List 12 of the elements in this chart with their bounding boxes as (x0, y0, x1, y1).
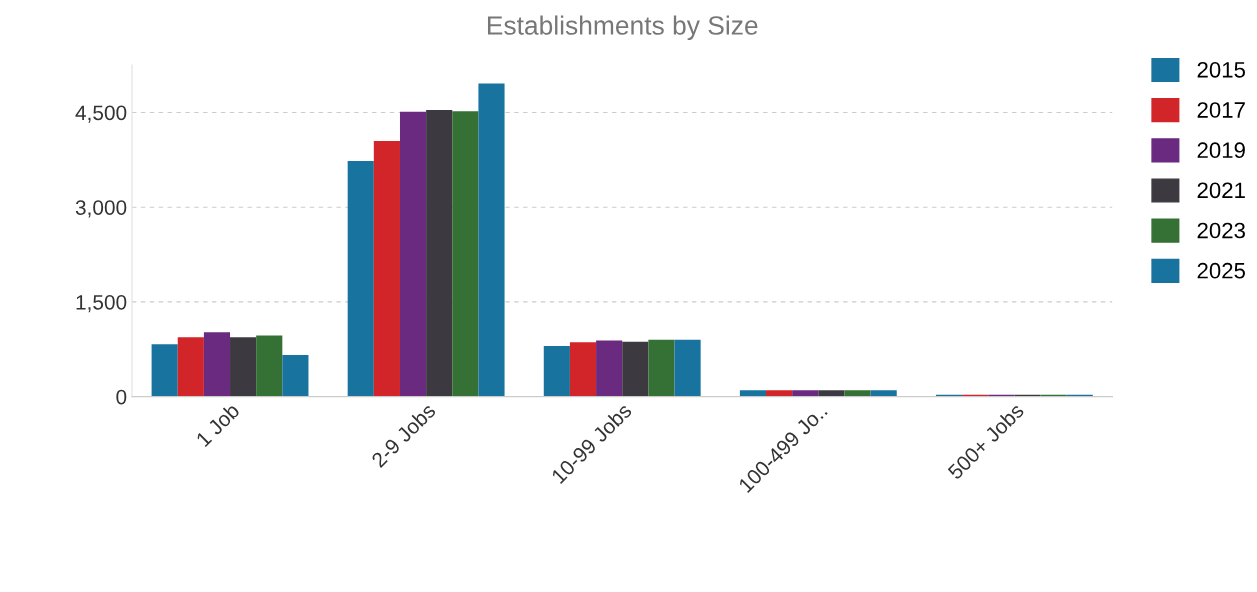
legend-label: 2023 (1197, 222, 1245, 239)
chart-title: Establishments by Size (487, 15, 758, 41)
y-tick-label: 0 (116, 389, 127, 405)
y-tick-label: 1,500 (76, 294, 127, 313)
legend-label: 2025 (1197, 262, 1245, 279)
legend-label: 2019 (1197, 142, 1245, 159)
legend-label: 2021 (1197, 182, 1245, 199)
legend-label: 2017 (1197, 102, 1245, 118)
y-tick-label: 4,500 (75, 105, 127, 123)
x-tick-label: 1 Job (195, 402, 241, 448)
legend-label: 2015 (1197, 61, 1245, 78)
y-tick-label: 3,000 (75, 200, 127, 218)
